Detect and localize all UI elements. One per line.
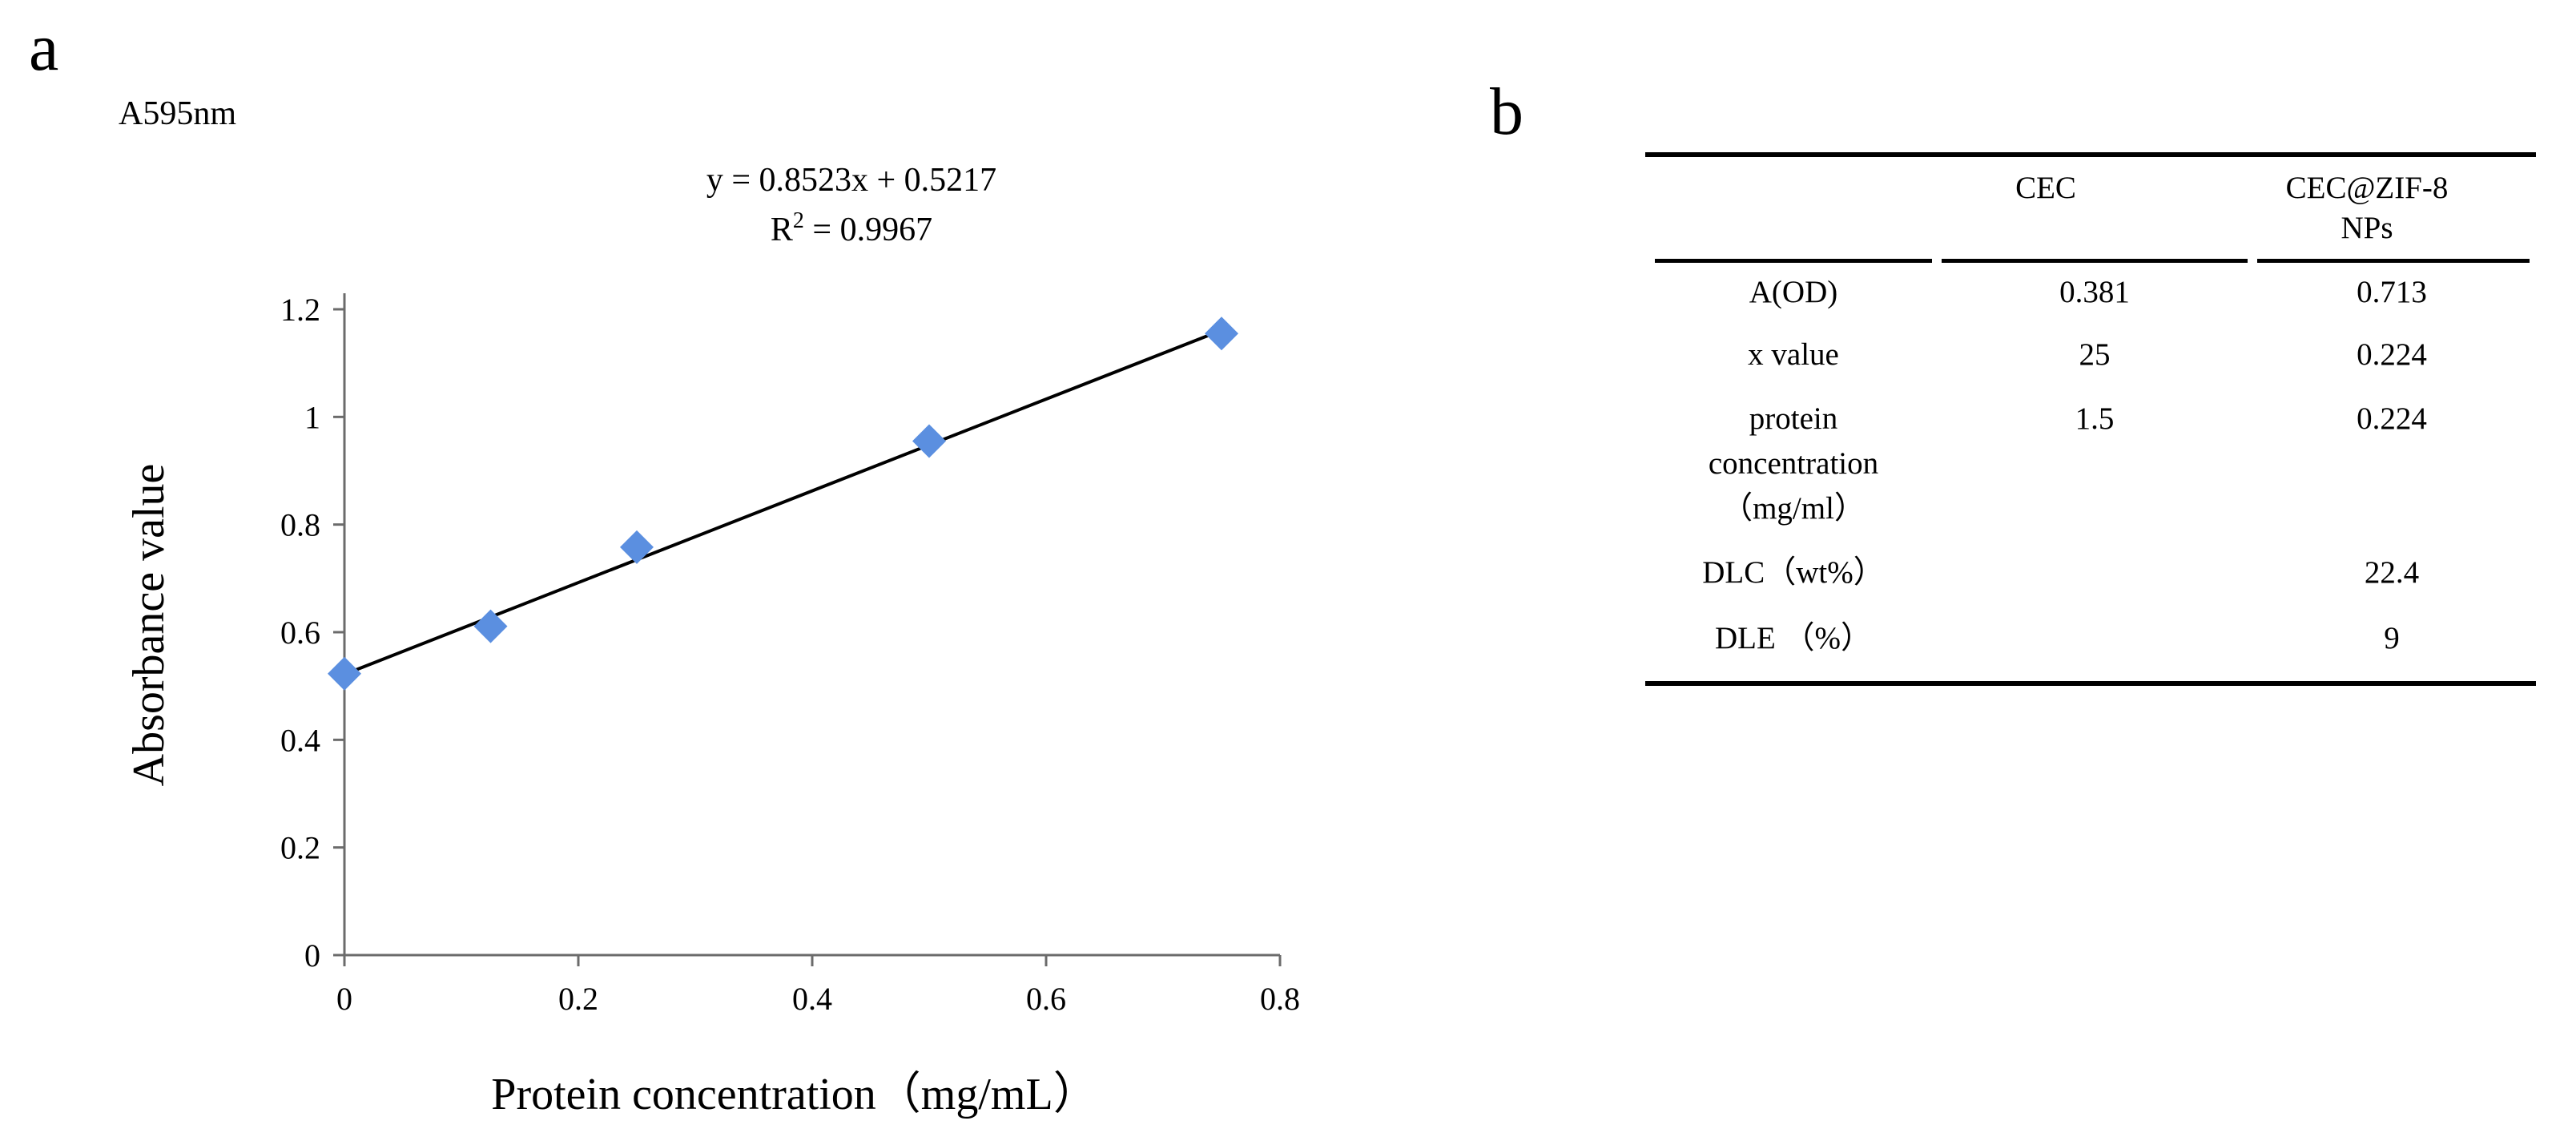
data-point <box>1205 316 1238 351</box>
trendline-group <box>344 329 1222 676</box>
trendline <box>344 329 1222 676</box>
table-bottom-rule <box>1645 681 2536 686</box>
x-tick-label: 0.6 <box>1026 981 1066 1017</box>
r2-value: = 0.9967 <box>804 212 932 248</box>
row-label-x-value: x value <box>1748 337 1839 372</box>
x-tick-label: 0.2 <box>558 981 598 1017</box>
y-tick-label: 1 <box>304 399 320 435</box>
data-point <box>328 656 361 691</box>
y-ticks: 0 0.2 0.4 0.6 0.8 1 1.2 <box>280 292 344 974</box>
x-tick-label: 0.4 <box>792 981 832 1017</box>
header-rule-col1 <box>1655 259 1932 263</box>
x-tick-label: 0 <box>336 981 352 1017</box>
panel-b-label: b <box>1490 75 1523 149</box>
header-cec-zif8-line1: CEC@ZIF-8 <box>2285 171 2449 205</box>
cell-zif-dlc: 22.4 <box>2364 555 2420 590</box>
row-label-dlc: DLC（wt%） <box>1702 555 1885 590</box>
header-rule-col2 <box>1942 259 2248 263</box>
x-axis-label: Protein concentration（mg/mL） <box>491 1070 1097 1119</box>
data-points <box>328 316 1238 691</box>
regression-equation: y = 0.8523x + 0.5217 <box>706 162 996 199</box>
r2-prefix: R <box>771 212 793 248</box>
y-axis-label: Absorbance value <box>124 464 174 787</box>
x-tick-label: 0.8 <box>1260 981 1300 1017</box>
cell-cec-aod: 0.381 <box>2059 275 2130 309</box>
unit-label: A595nm <box>119 95 236 132</box>
y-tick-label: 0.2 <box>280 830 320 866</box>
y-tick-label: 0.6 <box>280 615 320 651</box>
data-point <box>912 424 946 458</box>
table-top-rule <box>1645 152 2536 157</box>
y-tick-label: 1.2 <box>280 292 320 328</box>
r-squared: R2 = 0.9967 <box>771 208 932 248</box>
cell-zif-x-value: 0.224 <box>2357 337 2427 372</box>
row-label-aod: A(OD) <box>1749 275 1838 309</box>
cell-zif-aod: 0.713 <box>2357 275 2427 309</box>
cell-zif-dle: 9 <box>2384 621 2400 655</box>
row-label-protein-2: concentration <box>1708 446 1879 481</box>
x-ticks: 0 0.2 0.4 0.6 0.8 <box>336 955 1300 1017</box>
chart-axes <box>333 293 1280 966</box>
r2-superscript: 2 <box>793 208 804 233</box>
panel-a-label: a <box>29 10 59 85</box>
row-label-protein-3: （mg/ml） <box>1721 491 1866 526</box>
cell-cec-protein: 1.5 <box>2075 401 2115 436</box>
scatter-chart: A595nm 0 0.2 0.4 0.6 0.8 1 1.2 0 0.2 0.4 0.6 0.8 y… <box>119 95 1300 1119</box>
data-point <box>620 530 654 564</box>
header-cec: CEC <box>2015 171 2076 205</box>
row-label-protein-1: protein <box>1749 401 1838 436</box>
header-cec-zif8-line2: NPs <box>2341 211 2393 245</box>
y-tick-label: 0 <box>304 937 320 974</box>
header-rule-col3 <box>2257 259 2530 263</box>
cell-zif-protein: 0.224 <box>2357 401 2427 436</box>
y-tick-label: 0.4 <box>280 722 320 758</box>
y-tick-label: 0.8 <box>280 507 320 543</box>
row-label-dle: DLE （%） <box>1714 621 1873 655</box>
data-point <box>473 609 508 643</box>
cell-cec-x-value: 25 <box>2079 337 2111 372</box>
